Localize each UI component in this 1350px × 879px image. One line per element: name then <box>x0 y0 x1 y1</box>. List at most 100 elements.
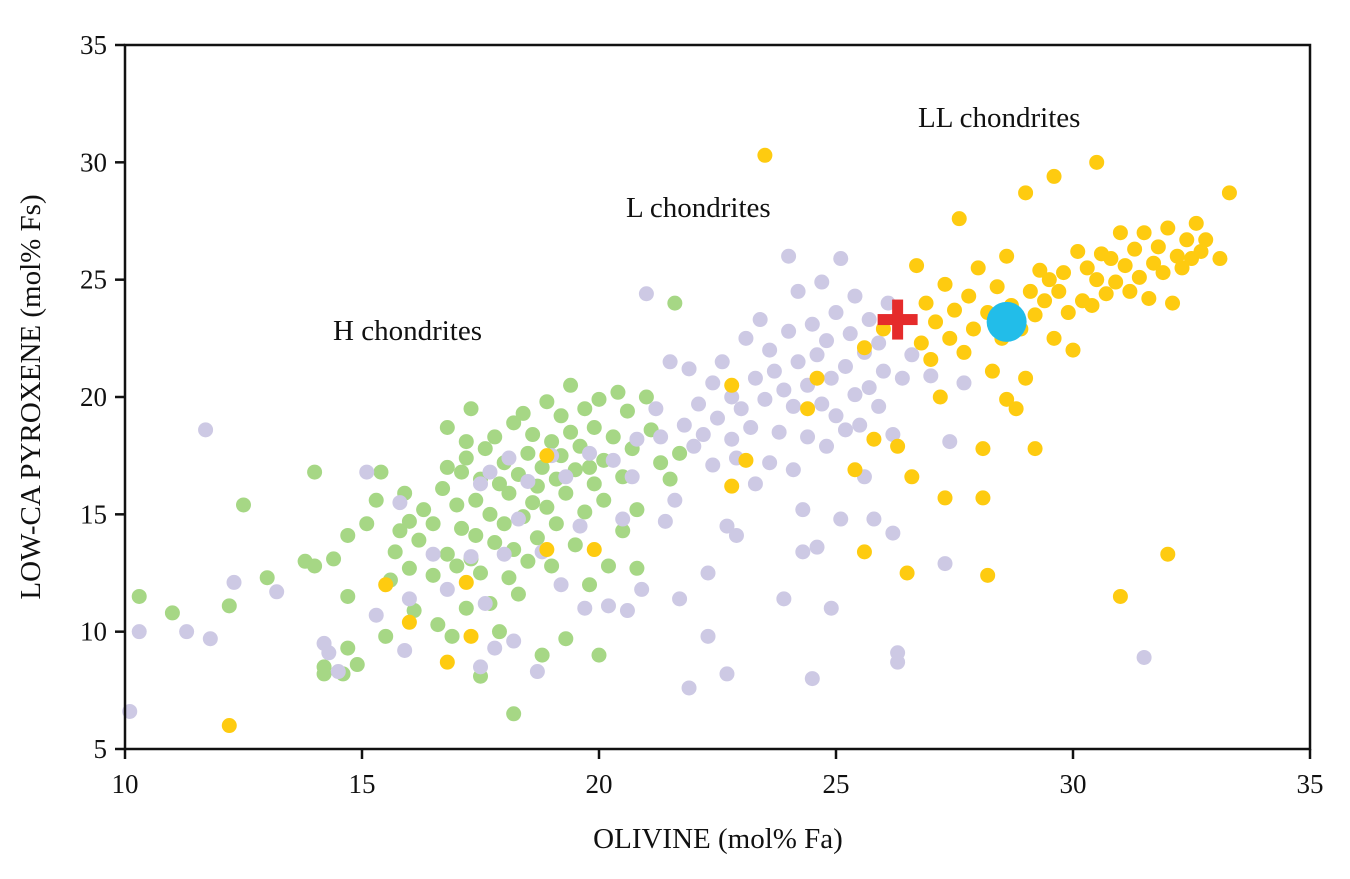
point-l-120 <box>885 427 901 443</box>
point-h-104 <box>610 384 626 400</box>
point-l-60 <box>710 410 725 426</box>
point-ll-73 <box>1108 274 1124 290</box>
point-ll-74 <box>1112 225 1128 241</box>
point-ll-40 <box>980 567 996 583</box>
point-l-79 <box>776 382 792 398</box>
marker-layer <box>877 299 1027 342</box>
point-h-49 <box>473 565 488 581</box>
point-l-128 <box>942 434 958 450</box>
y-tick-label-2: 15 <box>80 499 107 529</box>
point-l-125 <box>904 347 920 363</box>
point-l-52 <box>681 680 697 696</box>
point-ll-67 <box>1084 297 1100 313</box>
point-l-87 <box>795 502 811 518</box>
point-ll-81 <box>1141 290 1157 306</box>
point-h-15 <box>349 657 365 673</box>
point-l-99 <box>823 370 839 386</box>
point-l-104 <box>833 511 849 527</box>
point-h-71 <box>525 495 541 511</box>
point-h-87 <box>563 377 579 393</box>
point-h-96 <box>586 420 602 436</box>
point-h-113 <box>653 455 669 471</box>
point-h-27 <box>411 532 427 548</box>
point-ll-96 <box>1221 185 1237 201</box>
point-h-103 <box>605 429 621 445</box>
point-l-8 <box>321 645 337 661</box>
point-ll-92 <box>1188 215 1204 231</box>
point-h-37 <box>449 497 465 513</box>
point-h-99 <box>591 391 607 407</box>
point-l-36 <box>600 598 616 614</box>
x-tick-label-5: 35 <box>1297 769 1324 799</box>
point-l-49 <box>672 591 688 607</box>
plot-frame <box>123 43 1312 751</box>
point-h-62 <box>506 415 522 431</box>
point-h-60 <box>501 570 517 586</box>
x-tick-label-0: 10 <box>112 769 139 799</box>
point-h-94 <box>582 459 598 475</box>
point-h-28 <box>416 502 432 518</box>
point-ll-56 <box>1037 293 1053 309</box>
point-l-34 <box>577 600 593 616</box>
point-l-41 <box>629 431 645 447</box>
point-l-95 <box>814 396 830 412</box>
point-l-124 <box>894 370 910 386</box>
point-l-117 <box>871 398 887 414</box>
point-h-46 <box>468 492 484 508</box>
point-ll-86 <box>1160 546 1176 562</box>
point-h-33 <box>439 459 455 475</box>
point-ll-90 <box>1179 232 1195 248</box>
point-l-102 <box>828 408 844 424</box>
point-l-70 <box>743 420 759 436</box>
point-ll-16 <box>856 544 872 560</box>
point-ll-4 <box>458 574 474 590</box>
point-l-50 <box>676 417 692 433</box>
point-ll-13 <box>800 401 816 417</box>
point-l-11 <box>368 607 384 623</box>
point-l-43 <box>638 286 654 302</box>
point-ll-34 <box>956 344 972 360</box>
point-ll-58 <box>1046 168 1062 184</box>
point-l-106 <box>837 422 853 438</box>
point-ll-35 <box>961 288 977 304</box>
point-l-15 <box>425 546 441 562</box>
point-ll-37 <box>970 260 986 276</box>
point-l-69 <box>738 330 754 346</box>
point-ll-84 <box>1155 265 1171 281</box>
point-l-98 <box>819 438 835 454</box>
point-l-94 <box>809 539 825 555</box>
point-h-47 <box>468 527 484 543</box>
point-l-28 <box>529 664 545 680</box>
point-h-77 <box>539 394 555 410</box>
y-axis-title: LOW-CA PYROXENE (mol% Fs) <box>15 194 47 599</box>
point-h-93 <box>577 504 593 520</box>
point-h-66 <box>510 586 526 602</box>
point-ll-7 <box>539 448 555 464</box>
point-h-35 <box>439 420 455 436</box>
point-ll-38 <box>975 441 991 457</box>
point-l-2 <box>179 624 195 640</box>
point-ll-68 <box>1089 154 1105 170</box>
point-l-121 <box>885 525 901 541</box>
y-tick-label-4: 25 <box>80 265 107 295</box>
point-l-97 <box>819 333 835 349</box>
point-l-40 <box>624 469 640 485</box>
point-ll-2 <box>401 614 417 630</box>
point-h-19 <box>378 628 394 644</box>
point-ll-93 <box>1193 244 1209 260</box>
point-h-31 <box>430 617 446 633</box>
point-ll-6 <box>539 542 555 558</box>
point-l-92 <box>804 671 820 687</box>
x-tick-label-3: 25 <box>823 769 850 799</box>
point-ll-19 <box>875 321 891 337</box>
point-h-3 <box>236 497 251 513</box>
point-h-61 <box>501 485 517 501</box>
points-layer <box>122 147 1237 734</box>
point-ll-94 <box>1198 232 1214 248</box>
point-ll-29 <box>937 276 953 292</box>
point-ll-88 <box>1169 248 1185 264</box>
point-h-6 <box>307 464 323 480</box>
point-h-29 <box>425 567 441 583</box>
point-l-110 <box>852 417 868 433</box>
point-ll-66 <box>1079 260 1095 276</box>
